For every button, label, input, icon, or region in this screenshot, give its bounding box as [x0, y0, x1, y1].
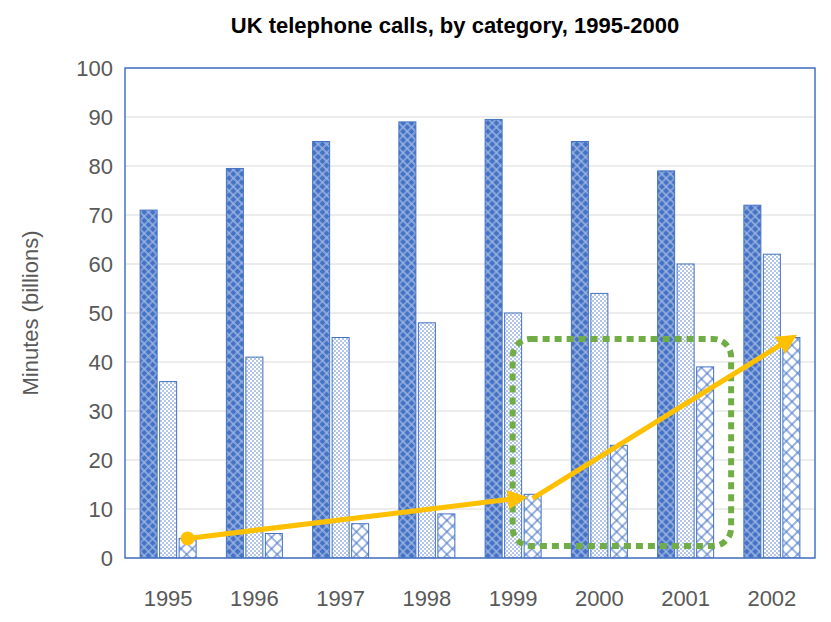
bar	[160, 382, 177, 558]
y-tick-label: 70	[89, 203, 113, 228]
bar	[744, 205, 761, 558]
bar	[332, 338, 349, 559]
grid-line	[125, 117, 815, 118]
y-tick-label: 10	[89, 497, 113, 522]
x-tick-label: 1996	[230, 586, 279, 611]
x-tick-label: 1995	[144, 586, 193, 611]
bar	[418, 323, 435, 558]
bar	[783, 338, 800, 559]
bar	[399, 122, 416, 558]
chart-title: UK telephone calls, by category, 1995-20…	[231, 13, 679, 38]
y-tick-label: 20	[89, 448, 113, 473]
x-tick-label: 2001	[661, 586, 710, 611]
y-tick-label: 30	[89, 399, 113, 424]
plot-frame	[125, 68, 815, 558]
y-tick-label: 40	[89, 350, 113, 375]
bar	[610, 445, 627, 558]
annotations	[188, 339, 790, 546]
trend-arrow	[188, 498, 519, 538]
bar	[179, 538, 196, 558]
bar	[352, 524, 369, 558]
bar	[658, 171, 675, 558]
bar	[763, 254, 780, 558]
bar	[485, 119, 502, 558]
bar	[571, 142, 588, 559]
y-tick-label: 90	[89, 105, 113, 130]
x-tick-label: 2000	[575, 586, 624, 611]
y-axis-label: Minutes (billions)	[18, 230, 43, 395]
chart-container: UK telephone calls, by category, 1995-20…	[0, 0, 831, 622]
x-tick-label: 1998	[402, 586, 451, 611]
y-tick-label: 50	[89, 301, 113, 326]
y-tick-label: 60	[89, 252, 113, 277]
y-tick-label: 100	[76, 56, 113, 81]
bar	[591, 293, 608, 558]
bar	[226, 168, 243, 558]
x-tick-label: 1997	[316, 586, 365, 611]
bar	[313, 142, 330, 559]
bar	[265, 534, 282, 559]
x-tick-label: 1999	[489, 586, 538, 611]
trend-arrow	[533, 340, 790, 499]
bar	[677, 264, 694, 558]
grid-line	[125, 166, 815, 167]
y-tick-label: 80	[89, 154, 113, 179]
chart: UK telephone calls, by category, 1995-20…	[0, 0, 831, 622]
x-tick-label: 2002	[747, 586, 796, 611]
bar	[438, 514, 455, 558]
bars	[140, 119, 800, 558]
bar	[140, 210, 157, 558]
y-tick-label: 0	[101, 546, 113, 571]
